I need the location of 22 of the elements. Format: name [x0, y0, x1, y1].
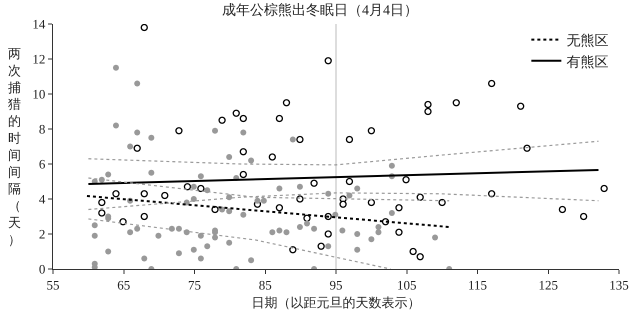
- x-tick-label: 65: [117, 278, 130, 293]
- y-tick-label: 12: [32, 52, 46, 67]
- y-tick-label: 2: [38, 226, 46, 242]
- y-tick-label: 4: [38, 192, 46, 207]
- y-tick-label: 14: [32, 16, 46, 32]
- text: 两次捕猎的时间间隔（天）: [8, 46, 21, 247]
- x-axis-title: 日期（以距元旦的天数表示）: [252, 295, 420, 310]
- x-tick-label: 85: [258, 278, 272, 293]
- x-tick-label: 105: [397, 278, 416, 293]
- x-tick-label: 75: [188, 278, 201, 293]
- y-tick-label: 10: [32, 86, 46, 102]
- x-tick-label: 125: [538, 278, 558, 293]
- x-tick-label: 135: [609, 278, 629, 293]
- chart-title: 成年公棕熊出冬眠日（4月4日）: [222, 2, 418, 19]
- y-tick-label: 8: [38, 122, 46, 137]
- legend-label: 有熊区: [566, 54, 608, 70]
- legend-label: 无熊区: [566, 33, 608, 50]
- y-tick-label: 6: [38, 156, 46, 172]
- y-tick-label: 0: [38, 262, 46, 277]
- x-tick-label: 95: [330, 278, 342, 293]
- x-tick-label: 115: [468, 278, 488, 293]
- x-tick-label: 55: [46, 278, 60, 293]
